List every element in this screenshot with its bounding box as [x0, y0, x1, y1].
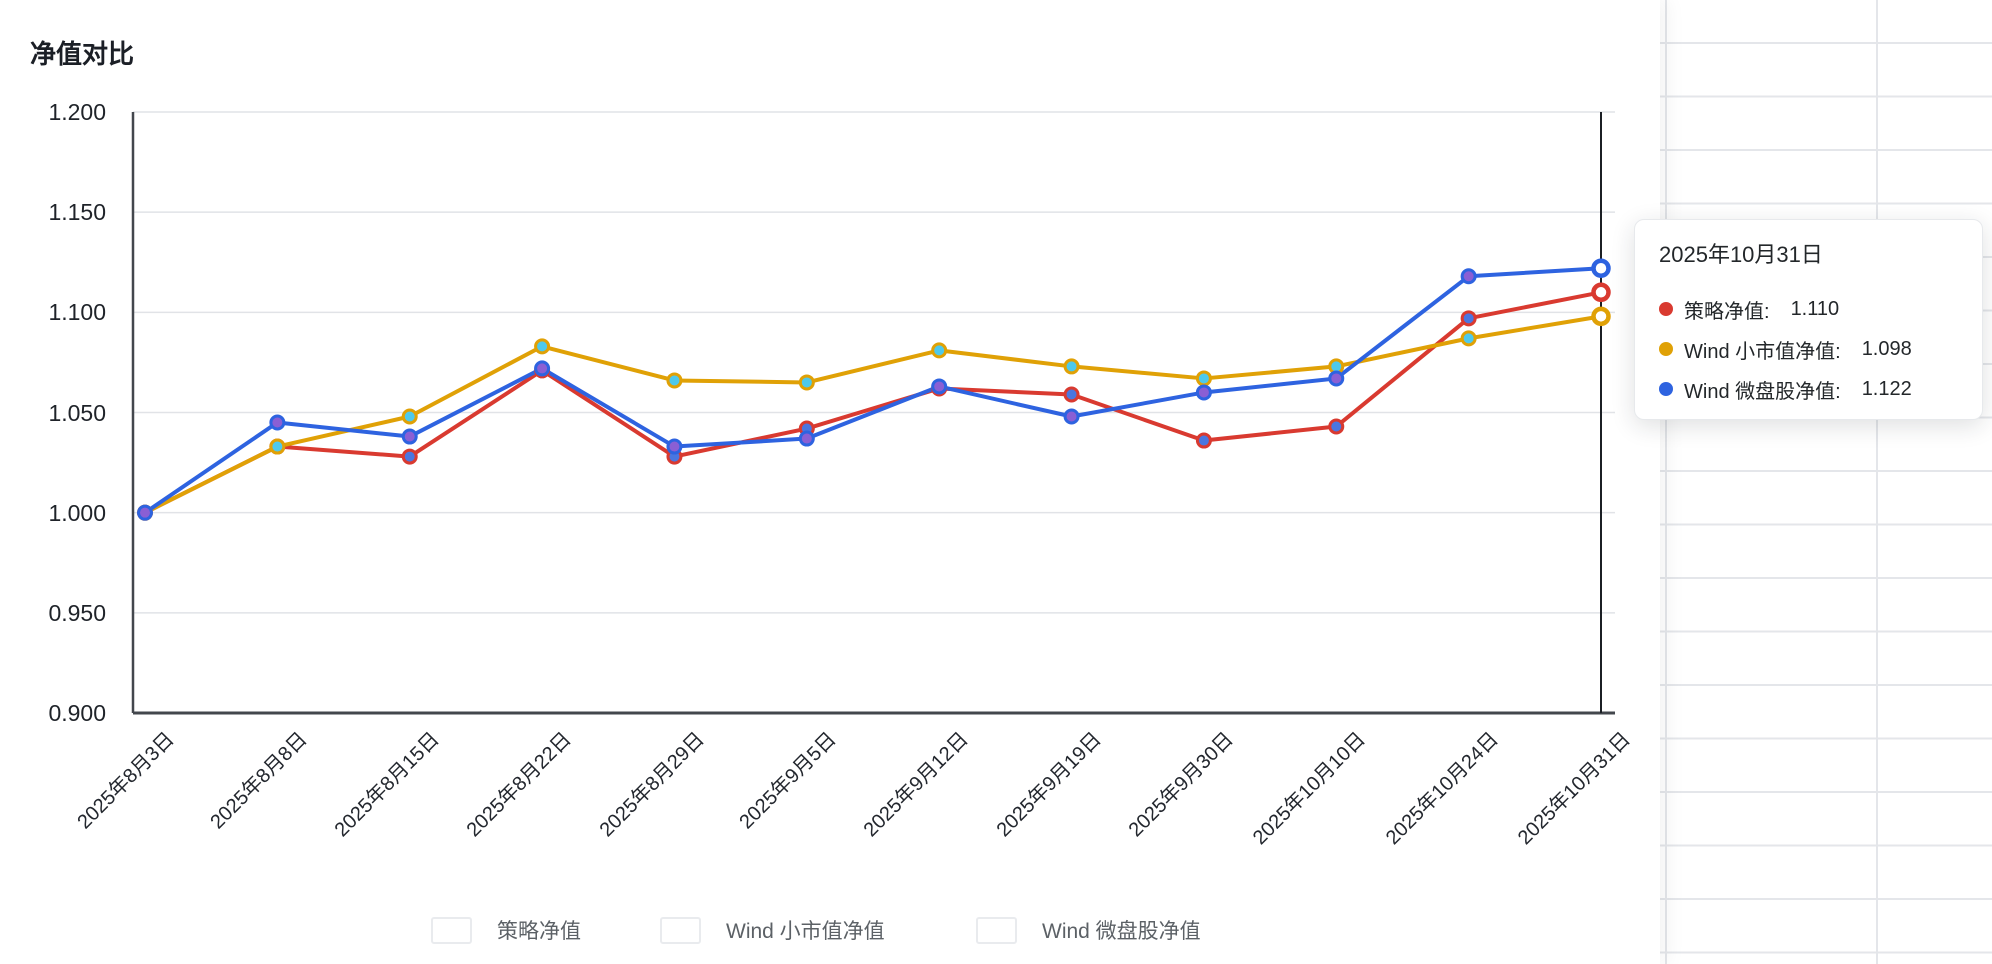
data-point-wind-micro-cap[interactable]: [931, 378, 948, 395]
data-point-strategy[interactable]: [1195, 432, 1212, 449]
data-point-wind-small-cap[interactable]: [534, 338, 551, 355]
tooltip-date: 2025年10月31日: [1659, 242, 1823, 267]
legend-swatch-wind-small-cap: [660, 916, 701, 944]
data-point-wind-small-cap[interactable]: [1195, 370, 1212, 387]
legend-label: Wind 小市值净值: [726, 920, 885, 943]
tooltip-label: 策略净值:: [1684, 300, 1770, 323]
data-point-wind-small-cap[interactable]: [931, 342, 948, 359]
data-point-wind-micro-cap[interactable]: [1328, 370, 1345, 387]
series-line-strategy[interactable]: [143, 290, 1603, 515]
data-point-wind-small-cap[interactable]: [1460, 330, 1477, 347]
tooltip: 2025年10月31日 策略净值: 1.110 Wind 小市值净值: 1.09…: [1634, 219, 1983, 420]
series-dot-icon: [1659, 382, 1673, 396]
data-point-strategy[interactable]: [1591, 282, 1611, 303]
data-point-wind-micro-cap[interactable]: [1063, 408, 1080, 425]
data-point-wind-micro-cap[interactable]: [269, 414, 286, 431]
data-point-wind-micro-cap[interactable]: [534, 360, 551, 377]
tooltip-rows: 策略净值: 1.110 Wind 小市值净值: 1.098 Wind 微盘股净值…: [1659, 289, 1958, 409]
data-point-strategy[interactable]: [1328, 418, 1345, 435]
legend-label: 策略净值: [497, 920, 581, 943]
data-point-strategy[interactable]: [401, 448, 418, 465]
legend-swatch-strategy: [431, 916, 472, 944]
legend-item-wind-micro-cap[interactable]: Wind 微盘股净值: [976, 915, 1201, 945]
data-point-wind-micro-cap[interactable]: [1591, 258, 1611, 279]
y-axis-tick-label: 1.150: [48, 199, 106, 226]
data-point-wind-small-cap[interactable]: [1591, 306, 1611, 327]
tooltip-row-strategy: 策略净值: 1.110: [1659, 289, 1958, 329]
tooltip-label: Wind 小市值净值:: [1684, 340, 1841, 363]
tooltip-row-wind-micro-cap: Wind 微盘股净值: 1.122: [1659, 369, 1958, 409]
y-axis-tick-label: 1.000: [48, 499, 106, 526]
data-point-wind-micro-cap[interactable]: [666, 438, 683, 455]
data-point-wind-small-cap[interactable]: [666, 372, 683, 389]
tooltip-row-wind-small-cap: Wind 小市值净值: 1.098: [1659, 329, 1958, 369]
legend-label: Wind 微盘股净值: [1042, 920, 1201, 943]
data-point-wind-micro-cap[interactable]: [1195, 384, 1212, 401]
data-point-wind-micro-cap[interactable]: [137, 504, 153, 521]
series-dot-icon: [1659, 302, 1673, 316]
chart-card: [0, 0, 1660, 964]
tooltip-value: 1.122: [1861, 377, 1912, 400]
data-point-wind-small-cap[interactable]: [401, 408, 418, 425]
y-axis-tick-label: 1.100: [48, 299, 106, 326]
data-point-wind-small-cap[interactable]: [269, 438, 286, 455]
chart-title: 净值对比: [30, 39, 135, 69]
data-point-strategy[interactable]: [1460, 310, 1477, 327]
data-point-wind-small-cap[interactable]: [798, 374, 815, 391]
tooltip-value: 1.110: [1790, 297, 1840, 320]
legend-item-wind-small-cap[interactable]: Wind 小市值净值: [660, 915, 885, 945]
data-point-wind-micro-cap[interactable]: [798, 430, 815, 447]
data-point-strategy[interactable]: [1063, 386, 1080, 403]
data-point-wind-small-cap[interactable]: [1063, 358, 1080, 375]
tooltip-label: Wind 微盘股净值:: [1684, 380, 1841, 403]
y-axis-tick-label: 0.950: [48, 599, 106, 626]
data-point-wind-micro-cap[interactable]: [1460, 268, 1477, 285]
y-axis-tick-label: 0.900: [48, 700, 106, 726]
legend-item-strategy[interactable]: 策略净值: [431, 915, 581, 945]
data-point-wind-micro-cap[interactable]: [401, 428, 418, 445]
series-line-wind-micro-cap[interactable]: [143, 266, 1603, 515]
tooltip-value: 1.098: [1861, 337, 1912, 360]
y-axis-tick-label: 1.200: [48, 99, 106, 125]
y-axis-tick-label: 1.050: [48, 399, 106, 426]
series-dot-icon: [1659, 342, 1673, 356]
legend-swatch-wind-micro-cap: [976, 916, 1017, 944]
